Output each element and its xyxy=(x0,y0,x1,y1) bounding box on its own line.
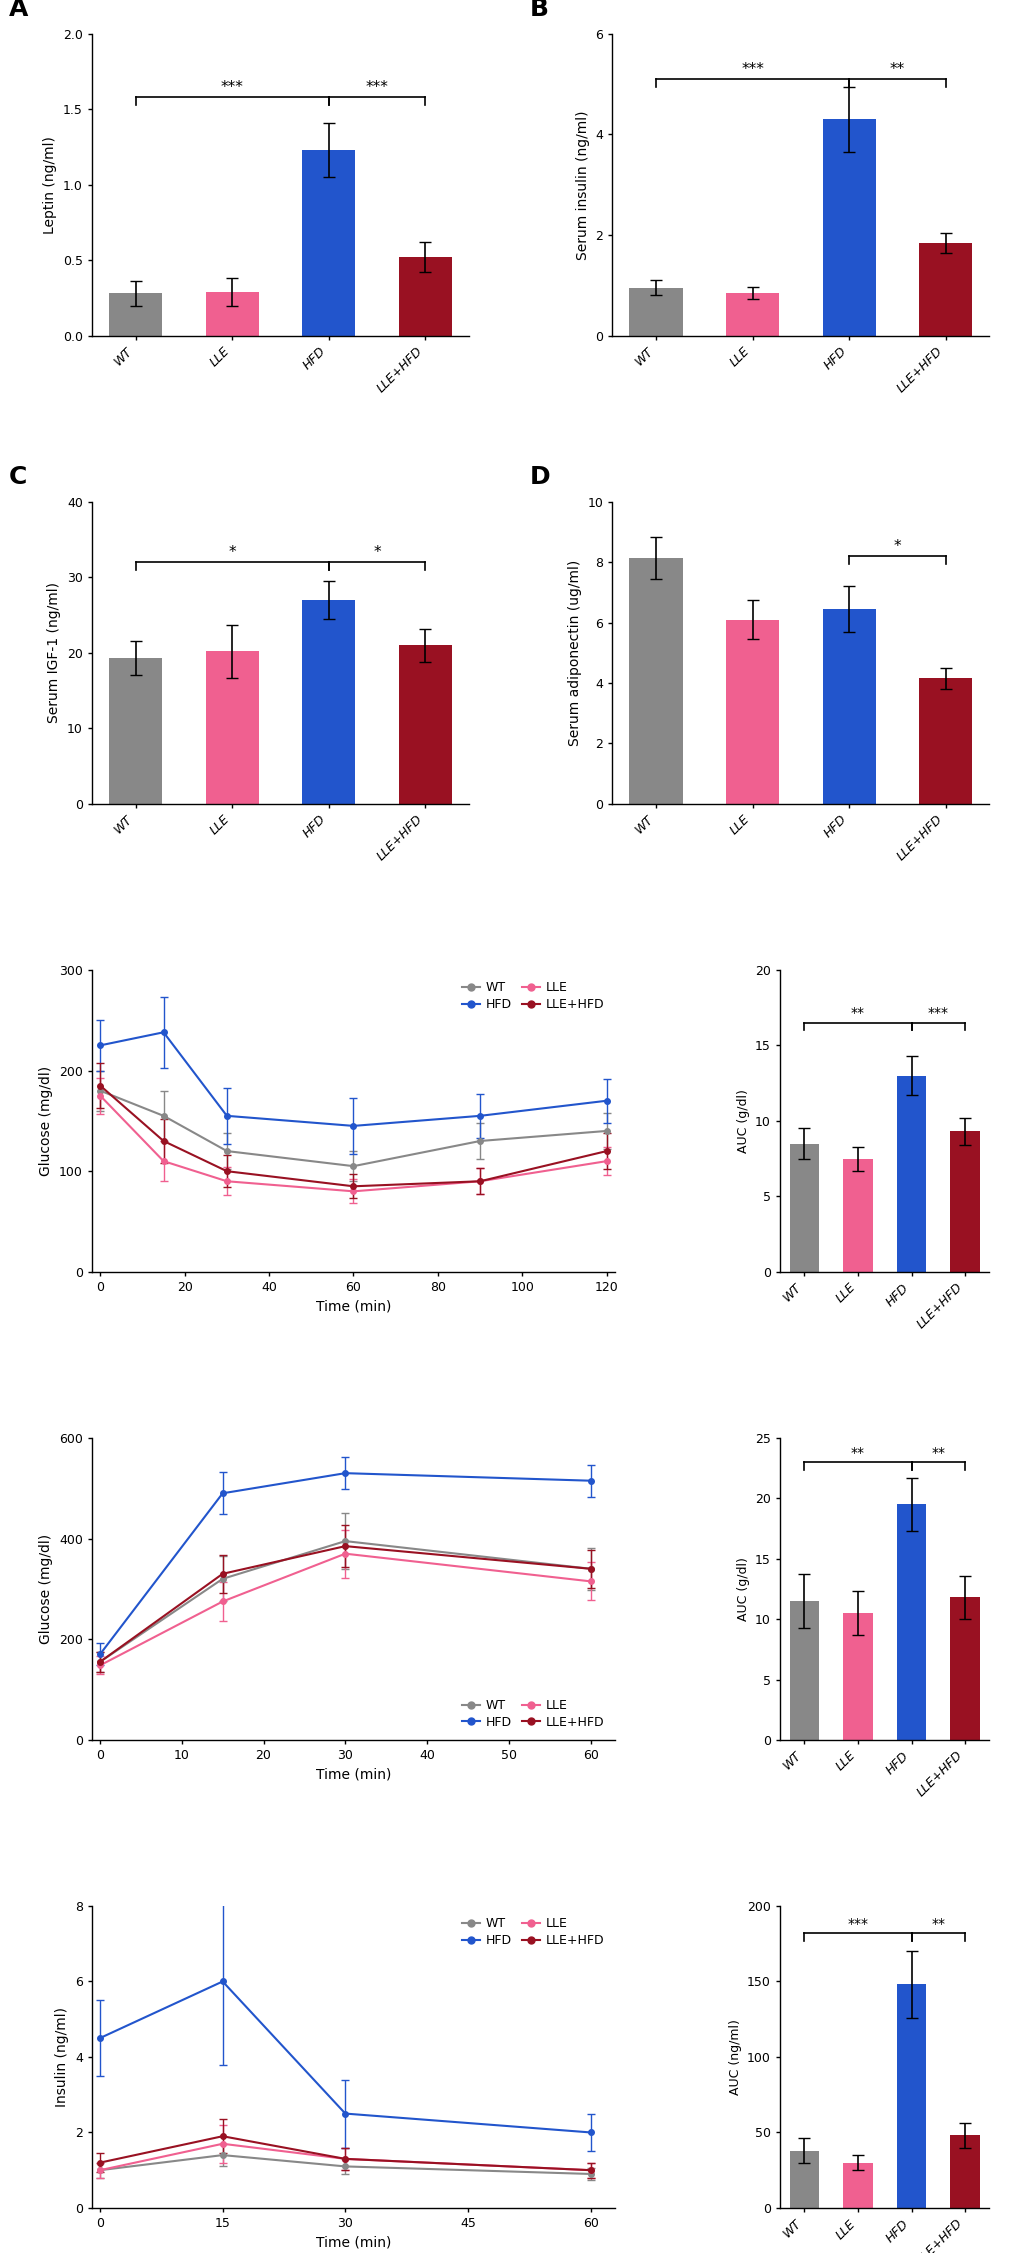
Text: D: D xyxy=(529,464,549,489)
Bar xyxy=(629,288,682,336)
Text: ***: *** xyxy=(847,1917,867,1931)
Y-axis label: AUC (g/dl): AUC (g/dl) xyxy=(736,1557,749,1620)
Legend: WT, HFD, LLE, LLE+HFD: WT, HFD, LLE, LLE+HFD xyxy=(457,976,608,1016)
Bar xyxy=(896,1985,925,2208)
Bar xyxy=(789,1602,818,1739)
Text: ***: *** xyxy=(927,1007,948,1021)
Y-axis label: Serum adiponectin (ug/ml): Serum adiponectin (ug/ml) xyxy=(568,559,581,746)
Bar xyxy=(109,293,162,336)
Text: A: A xyxy=(9,0,29,20)
Y-axis label: Insulin (ng/ml): Insulin (ng/ml) xyxy=(55,2007,69,2107)
Y-axis label: AUC (g/dl): AUC (g/dl) xyxy=(736,1088,749,1154)
Bar xyxy=(918,243,971,336)
Bar xyxy=(205,293,259,336)
Bar xyxy=(789,2152,818,2208)
Text: **: ** xyxy=(850,1446,864,1460)
X-axis label: Time (min): Time (min) xyxy=(316,2235,391,2248)
Bar xyxy=(398,644,451,804)
Bar xyxy=(109,658,162,804)
Bar xyxy=(726,620,779,804)
Text: **: ** xyxy=(889,61,904,77)
Text: ***: *** xyxy=(220,79,244,95)
Text: ***: *** xyxy=(741,61,763,77)
Bar xyxy=(950,2136,979,2208)
Bar xyxy=(896,1505,925,1739)
Bar xyxy=(843,1158,872,1273)
Bar xyxy=(843,2163,872,2208)
Bar xyxy=(726,293,779,336)
Y-axis label: Serum insulin (ng/ml): Serum insulin (ng/ml) xyxy=(575,110,589,259)
Text: **: ** xyxy=(930,1917,945,1931)
Y-axis label: AUC (ng/ml): AUC (ng/ml) xyxy=(728,2019,741,2095)
Bar xyxy=(950,1131,979,1273)
Text: B: B xyxy=(529,0,548,20)
Bar xyxy=(950,1597,979,1739)
Text: **: ** xyxy=(930,1446,945,1460)
Text: ***: *** xyxy=(365,79,388,95)
Bar xyxy=(821,608,875,804)
Bar xyxy=(205,651,259,804)
Bar xyxy=(918,678,971,804)
Bar xyxy=(821,119,875,336)
Y-axis label: Glucose (mg/dl): Glucose (mg/dl) xyxy=(40,1534,53,1645)
Legend: WT, HFD, LLE, LLE+HFD: WT, HFD, LLE, LLE+HFD xyxy=(457,1913,608,1951)
Bar xyxy=(789,1145,818,1273)
Y-axis label: Serum IGF-1 (ng/ml): Serum IGF-1 (ng/ml) xyxy=(47,581,61,723)
Bar xyxy=(843,1613,872,1739)
X-axis label: Time (min): Time (min) xyxy=(316,1300,391,1313)
Text: *: * xyxy=(373,545,380,559)
X-axis label: Time (min): Time (min) xyxy=(316,1766,391,1782)
Bar xyxy=(302,151,355,336)
Bar xyxy=(302,599,355,804)
Bar xyxy=(398,257,451,336)
Text: *: * xyxy=(228,545,235,559)
Y-axis label: Leptin (ng/ml): Leptin (ng/ml) xyxy=(43,135,57,234)
Bar xyxy=(896,1075,925,1273)
Text: *: * xyxy=(893,538,901,554)
Bar xyxy=(629,559,682,804)
Text: C: C xyxy=(9,464,28,489)
Text: **: ** xyxy=(850,1007,864,1021)
Legend: WT, HFD, LLE, LLE+HFD: WT, HFD, LLE, LLE+HFD xyxy=(457,1694,608,1733)
Y-axis label: Glucose (mg/dl): Glucose (mg/dl) xyxy=(40,1066,53,1176)
